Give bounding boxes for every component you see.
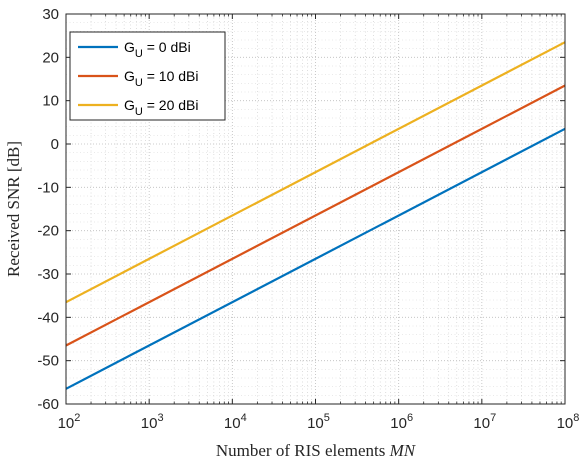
y-tick-label: -60 [37, 396, 59, 413]
y-tick-label: -20 [37, 223, 59, 240]
legend-label: GU = 10 dBi [124, 68, 199, 89]
series-lines [65, 41, 566, 390]
x-tick-label: 106 [390, 412, 413, 432]
y-tick-label: 20 [42, 49, 59, 66]
x-tick-label: 102 [58, 412, 81, 432]
y-tick-label: -30 [37, 266, 59, 283]
series-line-0 [65, 127, 566, 390]
legend: GU = 0 dBi GU = 10 dBi GU = 20 dBi [69, 31, 226, 121]
y-tick-label: -40 [37, 309, 59, 326]
legend-label: GU = 0 dBi [124, 39, 191, 60]
axis-ticks [65, 13, 566, 405]
x-tick-label: 108 [557, 412, 580, 432]
y-tick-label: 0 [51, 136, 59, 153]
x-tick-label: 107 [473, 412, 496, 432]
legend-label: GU = 20 dBi [124, 97, 199, 118]
y-tick-label: -50 [37, 353, 59, 370]
y-tick-label: -10 [37, 179, 59, 196]
y-tick-label: 10 [42, 93, 59, 110]
x-axis-label: Number of RIS elements MN [216, 441, 417, 460]
x-tick-label: 103 [141, 412, 164, 432]
y-axis-label: Received SNR [dB] [4, 141, 23, 277]
y-tick-label: 30 [42, 6, 59, 23]
x-tick-label: 105 [307, 412, 330, 432]
x-tick-label: 104 [224, 412, 247, 432]
x-tick-labels: 102 103 104 105 106 107 108 [58, 412, 580, 432]
y-tick-labels: -60 -50 -40 -30 -20 -10 0 10 20 30 [37, 6, 59, 413]
series-line-2 [65, 41, 566, 304]
series-line-1 [65, 84, 566, 347]
